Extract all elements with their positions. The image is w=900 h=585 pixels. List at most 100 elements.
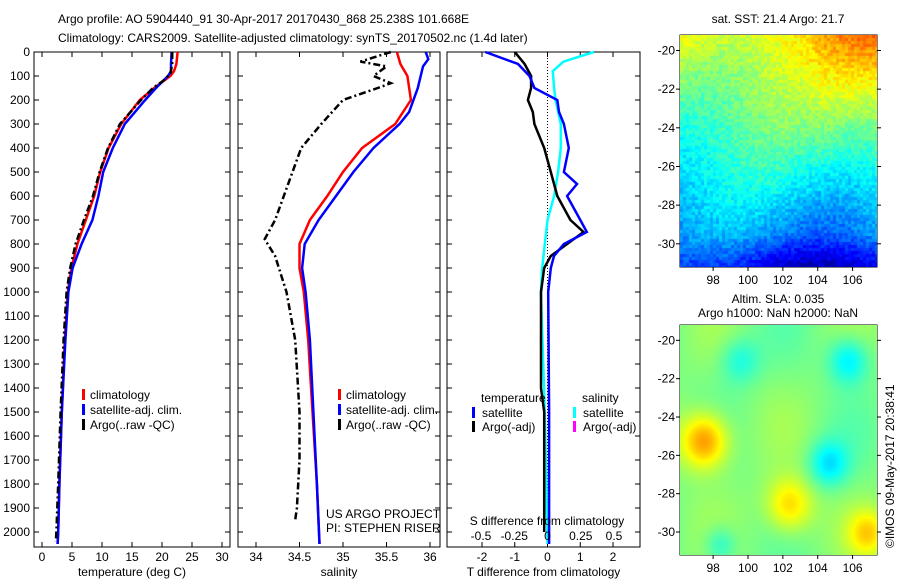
title-line-1: Argo profile: AO 5904440_91 30-Apr-2017 … [58, 12, 469, 26]
x-tick-label: 1 [577, 550, 584, 564]
profile-line-climatology [298, 51, 413, 545]
lon-tick-label: 98 [706, 273, 720, 287]
depth-tick-label: 1300 [3, 357, 30, 371]
legend-swatch [82, 389, 85, 400]
depth-tick-label: 1900 [3, 501, 30, 515]
project-annotation: US ARGO PROJECT [326, 507, 441, 521]
legend-label: Argo(-adj) [583, 420, 636, 434]
lon-tick-label: 100 [738, 561, 758, 575]
x-tick-label: 5 [69, 550, 76, 564]
profile-line-temperature-satellite [484, 50, 589, 544]
legend-label: satellite-adj. clim. [346, 403, 438, 417]
lat-tick-label: -28 [658, 198, 676, 212]
lat-tick-label: -20 [658, 333, 676, 347]
legend-swatch [338, 389, 341, 400]
x-axis-label: temperature (deg C) [78, 565, 186, 579]
depth-tick-label: 1800 [3, 477, 30, 491]
difference-panel: -2 -1 0 1 2T difference from climatology S di… [446, 50, 641, 579]
lat-tick-label: -26 [658, 448, 676, 462]
pi-annotation: PI: STEPHEN RISER [326, 521, 441, 535]
lon-tick-label: 102 [773, 561, 793, 575]
secondary-tick-label: -0.25 [501, 529, 529, 543]
depth-tick-label: 600 [10, 189, 30, 203]
x-axis-label: T difference from climatology [467, 565, 621, 579]
depth-tick-label: 400 [10, 141, 30, 155]
legend-label: satellite-adj. clim. [90, 403, 182, 417]
legend-title-salinity: salinity [582, 391, 619, 405]
x-tick-label: 36 [423, 550, 437, 564]
legend-swatch [472, 407, 475, 418]
plot-frame [33, 51, 231, 548]
profile-line-temperature-argo-adj- [513, 51, 586, 532]
x-tick-label: 35 [336, 550, 350, 564]
legend-label: climatology [90, 388, 150, 402]
lat-tick-label: -28 [658, 487, 676, 501]
title-line-2: Climatology: CARS2009. Satellite-adjuste… [58, 31, 528, 45]
legend-label: climatology [346, 388, 406, 402]
depth-tick-label: 2000 [3, 525, 30, 539]
sst-map-panel: sat. SST: 21.4 Argo: 21.7 98 100 102 104 106 -… [658, 12, 881, 287]
depth-tick-label: 200 [10, 93, 30, 107]
legend-label: satellite [583, 406, 624, 420]
x-tick-label: 20 [155, 550, 169, 564]
legend-swatch [82, 419, 85, 430]
legend-swatch [338, 404, 341, 415]
lon-tick-label: 106 [843, 561, 863, 575]
legend-swatch [338, 419, 341, 430]
credit-text: ©IMOS 09-May-2017 20:38:41 [883, 384, 897, 548]
lat-tick-label: -30 [658, 525, 676, 539]
legend-label: satellite [482, 406, 523, 420]
legend-swatch [82, 404, 85, 415]
lon-tick-label: 102 [773, 273, 793, 287]
lon-tick-label: 106 [843, 273, 863, 287]
depth-tick-label: 1100 [4, 309, 30, 323]
legend-swatch [573, 421, 576, 432]
x-tick-label: 25 [185, 550, 199, 564]
lat-tick-label: -30 [658, 237, 676, 251]
x-tick-label: 35.5 [375, 550, 399, 564]
secondary-tick-label: -0.5 [471, 529, 492, 543]
map-subtitle: Argo h1000: NaN h2000: NaN [698, 306, 858, 320]
lat-tick-label: -22 [658, 82, 676, 96]
profile-line-argo-raw-qc- [263, 50, 395, 521]
depth-tick-label: 0 [23, 45, 30, 59]
depth-tick-label: 900 [10, 261, 30, 275]
x-tick-label: 30 [215, 550, 229, 564]
depth-tick-label: 1000 [3, 285, 30, 299]
salinity-panel: 34 34.5 35 35.5 36 salinity climatologysatelli… [237, 50, 441, 579]
x-tick-label: 34.5 [288, 550, 312, 564]
profile-line-satellite-adj-clim- [300, 51, 430, 545]
legend-title-temperature: temperature [481, 391, 546, 405]
depth-tick-label: 300 [10, 117, 30, 131]
lon-tick-label: 104 [808, 561, 828, 575]
depth-tick-label: 800 [10, 237, 30, 251]
lat-tick-label: -22 [658, 372, 676, 386]
secondary-tick-label: 0 [544, 529, 551, 543]
depth-tick-label: 1700 [3, 453, 30, 467]
lat-tick-label: -24 [658, 410, 676, 424]
secondary-axis-label: S difference from climatology [470, 514, 625, 528]
depth-tick-label: 1400 [3, 381, 30, 395]
x-axis-label: salinity [321, 565, 358, 579]
lat-tick-label: -26 [658, 159, 676, 173]
temperature-panel: 0 5 10 15 20 25 300100200300400500600700800900… [3, 45, 231, 579]
lon-tick-label: 98 [706, 561, 720, 575]
depth-tick-label: 1200 [3, 333, 30, 347]
x-tick-label: 0 [39, 550, 46, 564]
depth-tick-label: 100 [10, 69, 30, 83]
x-tick-label: 34 [249, 550, 263, 564]
legend-swatch [472, 421, 475, 432]
map-title: Altim. SLA: 0.035 [732, 292, 825, 306]
lon-tick-label: 104 [808, 273, 828, 287]
x-tick-label: 0 [544, 550, 551, 564]
depth-tick-label: 1600 [3, 429, 30, 443]
x-tick-label: -1 [509, 550, 520, 564]
secondary-tick-label: 0.5 [606, 529, 623, 543]
map-title: sat. SST: 21.4 Argo: 21.7 [712, 12, 845, 26]
depth-tick-label: 500 [10, 165, 30, 179]
lat-tick-label: -24 [658, 121, 676, 135]
x-tick-label: 2 [610, 550, 617, 564]
lat-tick-label: -20 [658, 43, 676, 57]
secondary-tick-label: 0.25 [569, 529, 593, 543]
x-tick-label: -2 [477, 550, 488, 564]
